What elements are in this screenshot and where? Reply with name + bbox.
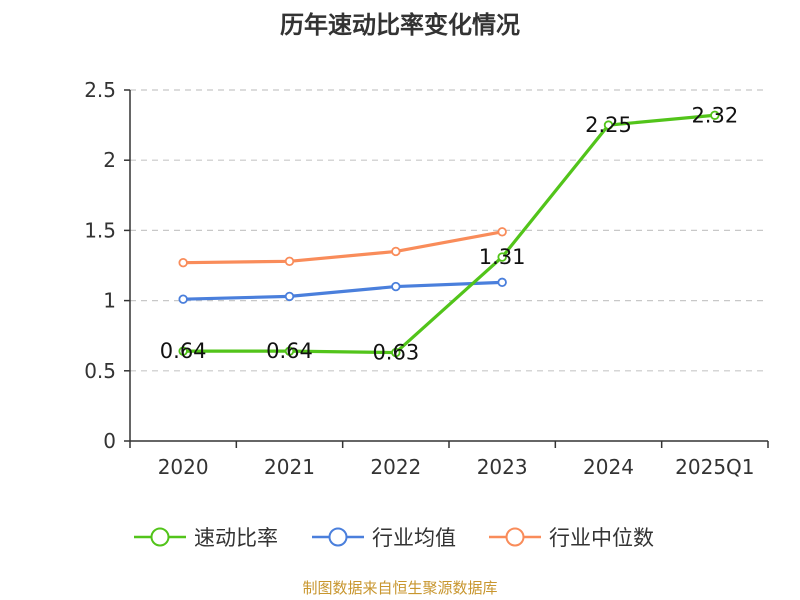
data-point[interactable] xyxy=(497,277,507,288)
data-point[interactable] xyxy=(391,281,401,292)
source-note: 制图数据来自恒生聚源数据库 xyxy=(302,579,497,597)
data-point[interactable] xyxy=(497,252,507,262)
data-point[interactable] xyxy=(603,120,614,130)
grid xyxy=(130,89,768,372)
series-line xyxy=(181,230,504,265)
series-line xyxy=(181,280,504,301)
data-point[interactable] xyxy=(284,256,295,266)
data-label: 2.25 xyxy=(585,113,632,137)
legend-item[interactable]: 行业均值 xyxy=(312,526,456,550)
y-tick-label: 0 xyxy=(103,429,116,453)
data-point[interactable] xyxy=(178,294,188,304)
data-point[interactable] xyxy=(497,227,507,237)
y-tick-label: 0.5 xyxy=(84,359,116,383)
data-point[interactable] xyxy=(391,246,401,257)
data-point[interactable] xyxy=(710,110,720,120)
chart-title: 历年速动比率变化情况 xyxy=(280,11,520,39)
data-label: 0.63 xyxy=(372,341,419,365)
legend-item[interactable]: 速动比率 xyxy=(134,526,278,550)
y-tick-label: 1.5 xyxy=(84,218,116,242)
data-point[interactable] xyxy=(284,346,295,356)
y-tick-label: 1 xyxy=(103,289,116,313)
x-tick-label: 2022 xyxy=(370,455,421,479)
data-label: 2.32 xyxy=(691,103,738,127)
x-tick-label: 2023 xyxy=(477,455,528,479)
series-line xyxy=(181,113,717,355)
legend-marker xyxy=(505,527,525,547)
x-tick-label: 2024 xyxy=(583,455,634,479)
data-label: 0.64 xyxy=(266,339,313,363)
data-labels: 0.64 0.64 0.63 1.31 2.25 2.32 xyxy=(160,103,738,364)
legend-marker xyxy=(150,527,170,547)
legend-label: 速动比率 xyxy=(194,526,278,550)
data-label: 1.31 xyxy=(479,245,526,269)
x-tick-label: 2021 xyxy=(264,455,315,479)
legend-marker xyxy=(328,527,348,547)
data-label: 0.64 xyxy=(160,339,207,363)
data-point[interactable] xyxy=(178,257,188,268)
legend[interactable]: 速动比率 行业均值 行业中位数 xyxy=(134,526,654,550)
x-tick-label: 2020 xyxy=(158,455,209,479)
y-tick-label: 2 xyxy=(103,148,116,172)
data-point[interactable] xyxy=(284,291,295,302)
y-tick-label: 2.5 xyxy=(84,78,116,102)
axes: 0 0.5 1 1.5 2 2.5 2020 2021 2022 2023 2024 2025Q1 xyxy=(84,78,769,479)
legend-label: 行业均值 xyxy=(372,526,456,550)
data-point[interactable] xyxy=(178,346,188,356)
series-1 xyxy=(178,277,507,304)
series-2 xyxy=(178,227,507,268)
series-0 xyxy=(178,110,720,358)
series-group xyxy=(178,110,720,358)
x-tick-label: 2025Q1 xyxy=(675,455,754,479)
legend-item[interactable]: 行业中位数 xyxy=(489,526,654,550)
legend-label: 行业中位数 xyxy=(549,526,654,550)
data-point[interactable] xyxy=(391,347,401,358)
